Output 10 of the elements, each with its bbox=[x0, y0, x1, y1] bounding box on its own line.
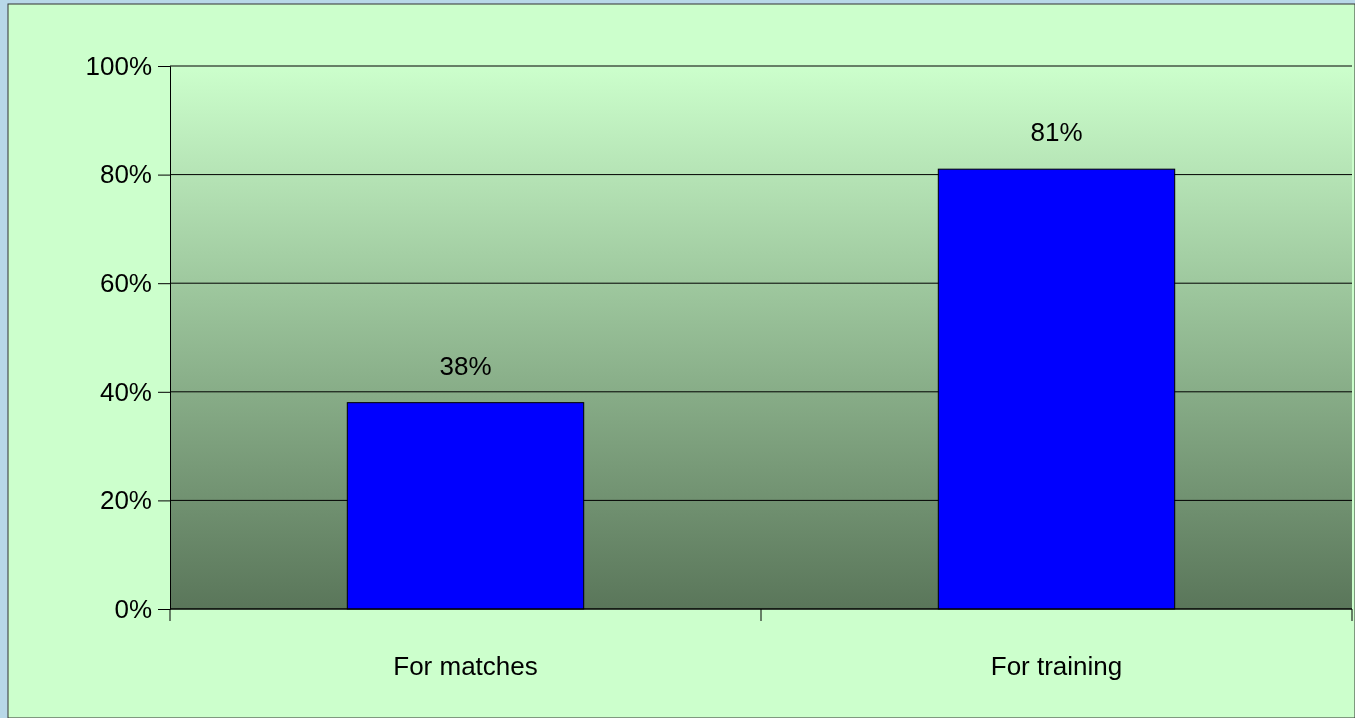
x-tick-label: For matches bbox=[393, 651, 538, 681]
y-tick-label: 100% bbox=[85, 50, 152, 81]
y-tick-label: 40% bbox=[99, 376, 152, 407]
data-label: 81% bbox=[1030, 117, 1083, 148]
y-tick-label: 0% bbox=[114, 593, 152, 624]
y-tick-label: 20% bbox=[99, 485, 152, 516]
data-label: 38% bbox=[439, 350, 492, 381]
x-tick-label: For training bbox=[990, 651, 1123, 681]
y-tick-label: 60% bbox=[99, 268, 152, 299]
y-tick-label: 80% bbox=[99, 159, 152, 190]
